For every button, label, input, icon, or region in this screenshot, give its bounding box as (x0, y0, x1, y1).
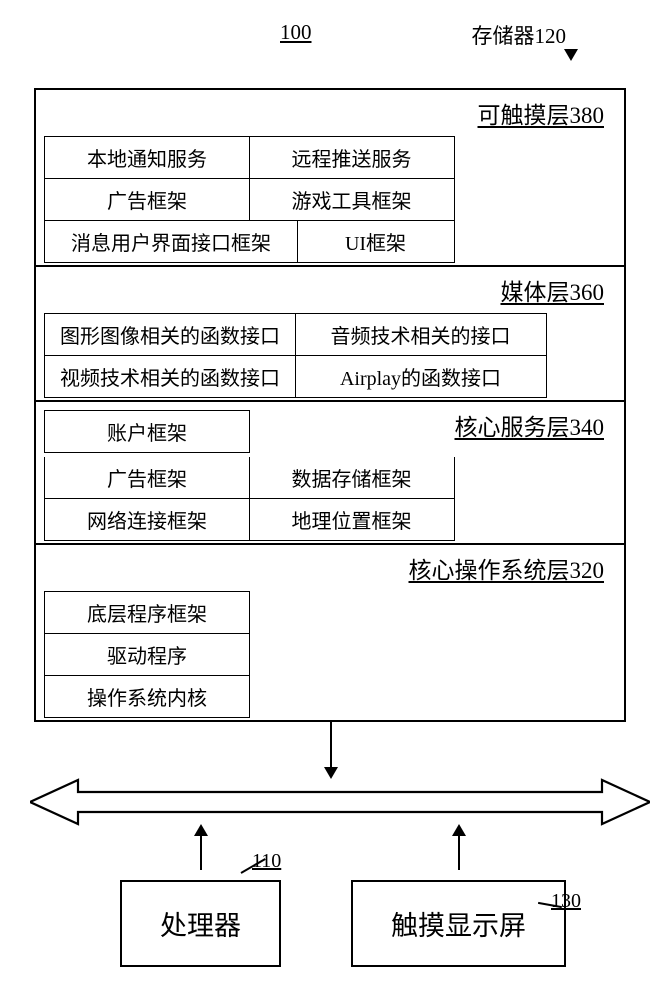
layer-cell: 账户框架 (44, 410, 250, 453)
layer-row: 本地通知服务远程推送服务 (36, 136, 624, 179)
arrow-up-icon (458, 826, 460, 870)
layer-row: 驱动程序 (36, 634, 624, 676)
layer-row: 广告框架数据存储框架 (36, 457, 624, 499)
layer-cell: 图形图像相关的函数接口 (44, 313, 296, 356)
bottom-row: 处理器 110 触摸显示屏 130 (120, 880, 639, 967)
processor-label: 处理器 (160, 911, 241, 941)
double-arrow-icon (30, 778, 650, 826)
layer-title: 媒体层360 (36, 269, 624, 313)
touch-display-box: 触摸显示屏 130 (351, 880, 566, 967)
storage-label-group: 存储器120 (472, 20, 567, 50)
layer-cell: 广告框架 (44, 179, 250, 221)
layer-stack: 可触摸层380本地通知服务远程推送服务广告框架游戏工具框架消息用户界面接口框架U… (34, 88, 626, 722)
pointer-down-icon (564, 49, 578, 61)
layer-row: 视频技术相关的函数接口Airplay的函数接口 (36, 356, 624, 398)
arrow-up-icon (200, 826, 202, 870)
layer: 核心服务层340账户框架广告框架数据存储框架网络连接框架地理位置框架 (36, 402, 624, 545)
layer: 可触摸层380本地通知服务远程推送服务广告框架游戏工具框架消息用户界面接口框架U… (36, 90, 624, 267)
layer-title: 可触摸层380 (36, 92, 624, 136)
layer-row: 图形图像相关的函数接口音频技术相关的接口 (36, 313, 624, 356)
layer-cell: 操作系统内核 (44, 676, 250, 718)
layer-cell: 地理位置框架 (249, 499, 455, 541)
layer-cell: 视频技术相关的函数接口 (44, 356, 296, 398)
layer: 核心操作系统层320底层程序框架驱动程序操作系统内核 (36, 545, 624, 720)
bus-area (30, 740, 630, 840)
processor-box: 处理器 110 (120, 880, 281, 967)
arrow-down-icon (330, 722, 332, 777)
touch-ref: 130 (551, 890, 581, 913)
layer-cell: UI框架 (297, 221, 455, 263)
layer-cell: 远程推送服务 (249, 136, 455, 179)
layer-cell: 游戏工具框架 (249, 179, 455, 221)
layer-cell: 音频技术相关的接口 (295, 313, 547, 356)
layer: 媒体层360图形图像相关的函数接口音频技术相关的接口视频技术相关的函数接口Air… (36, 267, 624, 402)
layer-row: 广告框架游戏工具框架 (36, 179, 624, 221)
system-ref-label: 100 (280, 20, 312, 50)
layer-row: 操作系统内核 (36, 676, 624, 718)
layer-cell: 广告框架 (44, 457, 250, 499)
layer-cell: 本地通知服务 (44, 136, 250, 179)
layer-row: 网络连接框架地理位置框架 (36, 499, 624, 541)
layer-row: 消息用户界面接口框架UI框架 (36, 221, 624, 263)
layer-cell: 消息用户界面接口框架 (44, 221, 298, 263)
layer-title: 核心操作系统层320 (36, 547, 624, 591)
storage-ref: 120 (535, 24, 567, 48)
layer-cell: 网络连接框架 (44, 499, 250, 541)
layer-row: 底层程序框架 (36, 591, 624, 634)
storage-text: 存储器 (472, 24, 535, 48)
layer-cell: 底层程序框架 (44, 591, 250, 634)
layer-cell: 数据存储框架 (249, 457, 455, 499)
layer-cell: Airplay的函数接口 (295, 356, 547, 398)
layer-cell: 驱动程序 (44, 634, 250, 676)
touch-label: 触摸显示屏 (391, 911, 526, 941)
